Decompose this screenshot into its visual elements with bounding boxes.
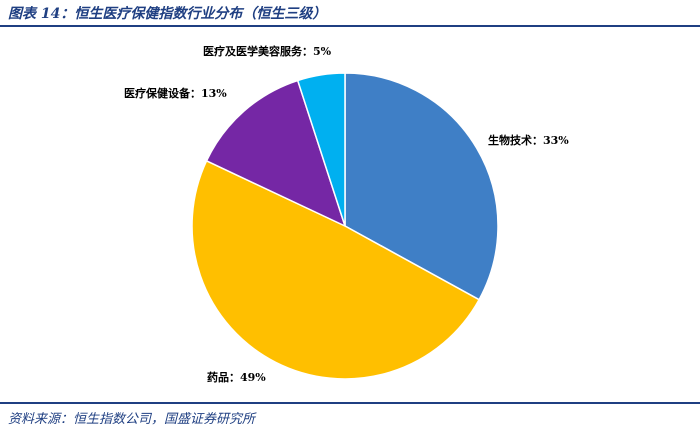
pie-slice-aesthetics: [296, 72, 346, 227]
source-note: 资料来源：恒生指数公司，国盛证券研究所: [8, 412, 256, 427]
source-rule: [0, 402, 700, 404]
chart-title: 图表 14：恒生医疗保健指数行业分布（恒生三级）: [8, 6, 327, 22]
data-label-pharma: 药品：49%: [207, 370, 266, 384]
data-label-biotech: 生物技术：33%: [488, 133, 569, 147]
data-label-equipment: 医疗保健设备：13%: [124, 86, 227, 100]
data-label-aesthetics: 医疗及医学美容服务：5%: [203, 44, 332, 58]
pie-slice-pharma: [191, 159, 481, 380]
pie-slice-biotech: [344, 72, 499, 301]
title-rule: [0, 25, 700, 27]
pie-slice-equipment: [205, 79, 347, 228]
